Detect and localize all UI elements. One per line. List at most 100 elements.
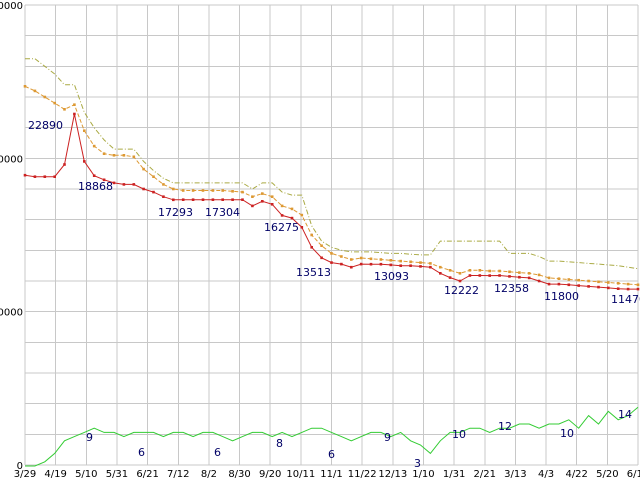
series-avg-price-marker (221, 189, 224, 192)
x-axis-tick-label: 9/20 (259, 469, 281, 480)
series-min-price-marker (83, 160, 86, 163)
series-min-price-marker (162, 195, 165, 198)
x-axis-tick-label: 7/12 (167, 469, 189, 480)
series-avg-price-marker (92, 144, 96, 148)
series-min-price-marker (478, 274, 482, 277)
series-min-price-marker (468, 274, 472, 277)
price-annotation: 16275 (264, 221, 299, 234)
series-min-price-marker (112, 181, 116, 185)
series-min-price-marker (419, 265, 422, 268)
series-avg-price-marker (448, 269, 452, 272)
series-avg-price-line (24, 85, 639, 286)
price-annotation: 12358 (494, 282, 529, 295)
series-avg-price-marker (527, 272, 531, 275)
count-annotation: 10 (560, 427, 574, 440)
series-min-price-marker (102, 178, 106, 182)
x-axis-tick-label: 8/30 (228, 469, 250, 480)
x-axis-tick-label: 11/22 (348, 469, 377, 480)
series-avg-price-marker (181, 189, 185, 192)
series-avg-price-marker (241, 190, 244, 194)
price-annotation: 17304 (205, 206, 240, 219)
series-avg-price-marker (359, 256, 363, 260)
series-avg-price-marker (577, 278, 580, 282)
count-annotation: 14 (618, 408, 632, 421)
series-min-price-marker (527, 276, 531, 280)
y-axis-tick-label: 0 (17, 461, 23, 472)
series-min-price-marker (201, 198, 205, 201)
series-avg-price-marker (567, 278, 571, 281)
series-avg-price-marker (429, 262, 432, 265)
series-min-price-marker (567, 283, 571, 287)
price-annotation: 17293 (158, 206, 193, 219)
x-axis-tick-label: 2/21 (474, 469, 496, 480)
series-avg-price-marker (102, 152, 106, 155)
series-min-price-marker (270, 203, 274, 206)
series-avg-price-marker (63, 108, 66, 111)
series-avg-price-marker (607, 281, 610, 284)
series-min-price-marker (350, 265, 353, 269)
series-avg-price-marker (616, 282, 620, 285)
series-min-price-marker (429, 265, 432, 269)
x-axis-tick-label: 8/2 (201, 469, 217, 480)
series-avg-price-marker (251, 195, 254, 198)
series-avg-price-marker (290, 207, 294, 211)
x-axis-tick-label: 3/13 (504, 469, 526, 480)
series-min-price-marker (211, 198, 215, 201)
price-annotation: 22890 (28, 119, 63, 132)
series-min-price-marker (557, 282, 561, 286)
series-avg-price-marker (350, 258, 353, 261)
series-min-price-marker (300, 226, 304, 229)
series-avg-price-marker (409, 260, 412, 264)
series-min-price-marker (280, 214, 284, 217)
series-avg-price-marker (636, 283, 640, 287)
series-avg-price-marker (162, 183, 165, 186)
series-min-price-marker (63, 163, 66, 166)
series-min-price-marker (43, 175, 47, 178)
series-avg-price-marker (310, 233, 313, 237)
x-axis-tick-label: 5/10 (75, 469, 97, 480)
price-annotation: 11470 (611, 293, 640, 306)
series-min-price-marker (330, 261, 333, 264)
series-min-price-marker (488, 274, 491, 277)
series-min-price-marker (241, 198, 244, 201)
series-min-price-marker (547, 282, 551, 286)
count-annotation: 6 (328, 448, 335, 461)
series-avg-price-marker (112, 154, 116, 157)
x-axis-tick-label: 12/13 (378, 469, 407, 480)
series-avg-price-marker (280, 204, 284, 208)
series-min-price-marker (122, 183, 126, 186)
series-min-price-marker (92, 174, 96, 177)
series-min-price-marker (191, 198, 195, 201)
series-avg-price-marker (439, 265, 442, 269)
series-avg-price-marker (369, 257, 373, 261)
series-min-price-marker (399, 264, 402, 267)
series-min-price-marker (458, 279, 462, 283)
series-avg-price-marker (498, 269, 501, 273)
y-axis-tick-label: 10000 (0, 308, 23, 319)
series-avg-price-marker (270, 195, 274, 198)
series-count-line (25, 406, 639, 467)
series-avg-price-marker (261, 192, 264, 195)
series-min-price-marker (389, 263, 393, 267)
series-min-price-marker (33, 175, 37, 178)
series-min-price-marker (439, 272, 442, 275)
series-avg-price-marker (211, 189, 215, 192)
series-min-price-marker (597, 285, 600, 289)
x-axis-tick-label: 5/31 (106, 469, 128, 480)
series-min-price-marker (369, 262, 373, 266)
series-avg-price-marker (83, 129, 86, 132)
series-min-price-marker (340, 262, 343, 266)
series-min-price-marker (142, 187, 145, 191)
series-avg-price-marker (468, 269, 472, 272)
series-min-price-marker (132, 183, 136, 186)
series-avg-price-marker (478, 269, 482, 272)
series-avg-price-marker (73, 103, 76, 106)
series-min-price-marker (53, 175, 56, 178)
series-min-price-marker (518, 275, 521, 279)
x-axis-tick-label: 1/31 (443, 469, 465, 480)
series-min-price-marker (320, 256, 323, 260)
price-annotation: 13093 (374, 270, 409, 283)
price-annotation: 18868 (78, 180, 113, 193)
series-min-price-marker (577, 284, 580, 287)
series-min-price-marker (231, 198, 234, 201)
